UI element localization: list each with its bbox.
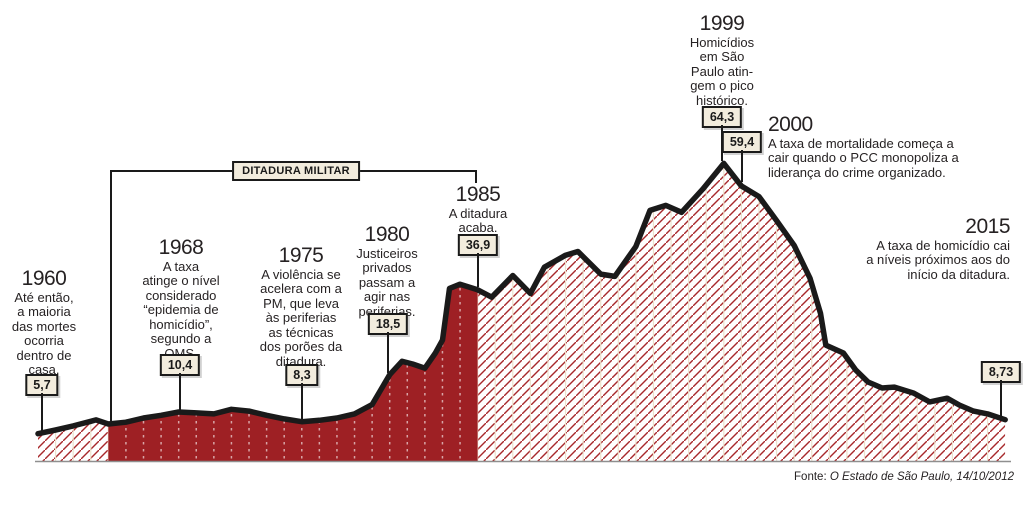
value-badge-1999: 64,3 — [701, 106, 743, 128]
source-prefix: Fonte: — [794, 471, 830, 483]
annotation-1999-year: 1999 — [699, 12, 745, 35]
pointer-line-1968 — [179, 373, 181, 410]
annotation-2000-year: 2000 — [768, 113, 813, 136]
annotation-1960-text: Até então, a maioria das mortes ocorria … — [11, 290, 77, 378]
source-name: O Estado de São Paulo — [829, 471, 951, 483]
annotation-1968-year: 1968 — [158, 236, 204, 259]
annotation-1999: 1999 Homicídios em São Paulo atin- gem o… — [672, 13, 772, 108]
annotation-2015-year: 2015 — [965, 215, 1010, 238]
pointer-line-1980 — [387, 332, 389, 373]
annotation-2000: 2000 A taxa de mortalidade começa a cair… — [768, 114, 1008, 180]
annotation-1985-text: A ditadura acaba. — [448, 206, 508, 236]
value-badge-2015: 8,73 — [980, 361, 1022, 383]
annotation-2015: 2015 A taxa de homicídio cai a níveis pr… — [845, 216, 1010, 282]
annotation-2015-text: A taxa de homicídio cai a níveis próximo… — [866, 238, 1010, 282]
pointer-line-1960 — [41, 393, 43, 431]
pointer-line-2000 — [741, 150, 743, 182]
annotation-1960: 1960 Até então, a maioria das mortes oco… — [0, 268, 88, 378]
annotation-1968: 1968 A taxa atinge o nível considerado “… — [126, 237, 236, 361]
source-credit: Fonte: O Estado de São Paulo, 14/10/2012 — [794, 471, 1014, 483]
dictatorship-period-label: DITADURA MILITAR — [232, 161, 360, 181]
annotation-1980-year: 1980 — [364, 223, 410, 246]
value-badge-1968: 10,4 — [159, 354, 201, 376]
value-badge-1975: 8,3 — [285, 364, 319, 386]
annotation-1999-text: Homicídios em São Paulo atin- gem o pico… — [689, 35, 755, 108]
dictatorship-bracket-right — [475, 170, 477, 183]
annotation-1985: 1985 A ditadura acaba. — [428, 184, 528, 236]
pointer-line-1975 — [301, 383, 303, 419]
pointer-line-1985 — [477, 253, 479, 287]
annotation-1980-text: Justiceiros privados passam a agir nas p… — [356, 246, 418, 319]
annotation-1975-year: 1975 — [278, 244, 324, 267]
annotation-1980: 1980 Justiceiros privados passam a agir … — [337, 224, 437, 319]
annotation-1960-year: 1960 — [21, 267, 67, 290]
annotation-1968-text: A taxa atinge o nível considerado “epide… — [142, 259, 220, 360]
source-date: , 14/10/2012 — [950, 471, 1014, 483]
pointer-line-2015 — [1000, 380, 1002, 416]
annotation-2000-text: A taxa de mortalidade começa a cair quan… — [768, 136, 959, 180]
annotation-1985-year: 1985 — [455, 183, 501, 206]
pointer-line-1999 — [721, 125, 723, 161]
dictatorship-bracket-left — [110, 170, 112, 424]
value-badge-1960: 5,7 — [25, 374, 59, 396]
